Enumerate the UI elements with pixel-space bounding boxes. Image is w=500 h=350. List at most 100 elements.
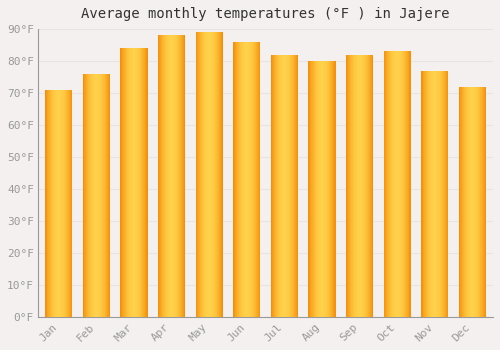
Bar: [308, 61, 309, 317]
Bar: [236, 42, 238, 317]
Bar: [326, 61, 328, 317]
Bar: [388, 51, 389, 317]
Bar: [64, 90, 65, 317]
Bar: [122, 48, 123, 317]
Bar: [310, 61, 311, 317]
Bar: [124, 48, 125, 317]
Bar: [166, 35, 167, 317]
Bar: [98, 74, 99, 317]
Bar: [317, 61, 318, 317]
Bar: [48, 90, 50, 317]
Bar: [136, 48, 138, 317]
Bar: [396, 51, 397, 317]
Bar: [389, 51, 390, 317]
Bar: [128, 48, 130, 317]
Bar: [183, 35, 184, 317]
Bar: [169, 35, 170, 317]
Bar: [62, 90, 63, 317]
Bar: [430, 71, 432, 317]
Bar: [394, 51, 395, 317]
Bar: [132, 48, 134, 317]
Bar: [371, 55, 372, 317]
Bar: [103, 74, 104, 317]
Bar: [71, 90, 72, 317]
Bar: [83, 74, 84, 317]
Bar: [97, 74, 98, 317]
Bar: [355, 55, 356, 317]
Bar: [200, 32, 201, 317]
Bar: [472, 87, 473, 317]
Bar: [92, 74, 93, 317]
Bar: [101, 74, 102, 317]
Bar: [365, 55, 366, 317]
Bar: [468, 87, 469, 317]
Bar: [67, 90, 68, 317]
Bar: [95, 74, 96, 317]
Bar: [203, 32, 204, 317]
Bar: [422, 71, 424, 317]
Bar: [349, 55, 350, 317]
Bar: [484, 87, 485, 317]
Bar: [57, 90, 58, 317]
Bar: [362, 55, 363, 317]
Bar: [316, 61, 317, 317]
Bar: [400, 51, 401, 317]
Bar: [199, 32, 200, 317]
Bar: [406, 51, 408, 317]
Bar: [252, 42, 253, 317]
Bar: [253, 42, 254, 317]
Bar: [141, 48, 142, 317]
Bar: [125, 48, 126, 317]
Bar: [387, 51, 388, 317]
Bar: [96, 74, 97, 317]
Bar: [354, 55, 355, 317]
Bar: [208, 32, 209, 317]
Bar: [482, 87, 483, 317]
Bar: [88, 74, 89, 317]
Bar: [479, 87, 480, 317]
Bar: [178, 35, 179, 317]
Bar: [369, 55, 370, 317]
Bar: [46, 90, 48, 317]
Bar: [197, 32, 198, 317]
Bar: [244, 42, 245, 317]
Bar: [424, 71, 426, 317]
Bar: [164, 35, 165, 317]
Bar: [438, 71, 439, 317]
Bar: [370, 55, 371, 317]
Bar: [250, 42, 251, 317]
Bar: [334, 61, 335, 317]
Bar: [202, 32, 203, 317]
Bar: [274, 55, 275, 317]
Bar: [350, 55, 351, 317]
Bar: [52, 90, 54, 317]
Bar: [361, 55, 362, 317]
Bar: [65, 90, 66, 317]
Bar: [434, 71, 435, 317]
Bar: [392, 51, 393, 317]
Bar: [397, 51, 398, 317]
Bar: [91, 74, 92, 317]
Bar: [273, 55, 274, 317]
Bar: [272, 55, 273, 317]
Bar: [426, 71, 428, 317]
Bar: [478, 87, 479, 317]
Bar: [292, 55, 293, 317]
Bar: [182, 35, 183, 317]
Bar: [233, 42, 234, 317]
Bar: [100, 74, 101, 317]
Bar: [209, 32, 210, 317]
Bar: [147, 48, 148, 317]
Bar: [309, 61, 310, 317]
Bar: [140, 48, 141, 317]
Bar: [287, 55, 288, 317]
Bar: [436, 71, 437, 317]
Bar: [314, 61, 315, 317]
Bar: [180, 35, 181, 317]
Bar: [196, 32, 197, 317]
Bar: [385, 51, 386, 317]
Bar: [402, 51, 404, 317]
Bar: [207, 32, 208, 317]
Bar: [404, 51, 406, 317]
Bar: [86, 74, 87, 317]
